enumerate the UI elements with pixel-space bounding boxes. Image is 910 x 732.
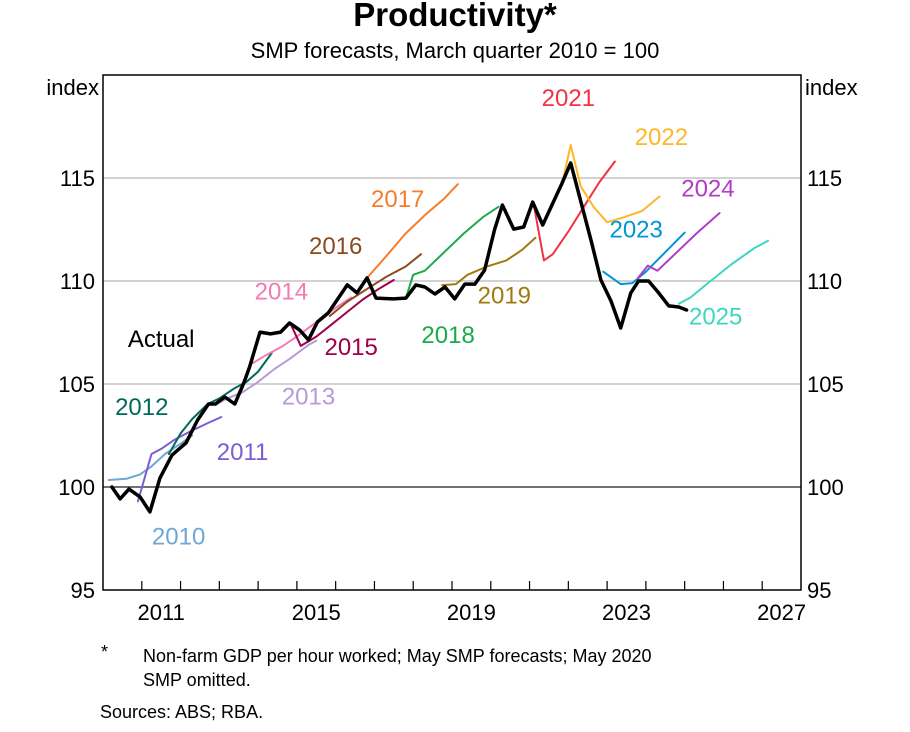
series-line-2017 xyxy=(366,183,459,279)
series-label-2010: 2010 xyxy=(152,524,205,551)
x-tick-label-2019: 2019 xyxy=(447,600,496,625)
series-labels: Actual 2010 2011 2012 2013 2014 2015 2016 2017 20… xyxy=(115,85,742,551)
series-line-2019 xyxy=(441,236,537,287)
y-axis-label-right: index xyxy=(805,75,858,100)
y-tick-label-left-100: 100 xyxy=(58,475,95,500)
series-line-2024 xyxy=(637,212,721,279)
y-tick-label-left-115: 115 xyxy=(60,166,95,191)
series-line-2013 xyxy=(214,339,318,406)
y-tick-label-right-110: 110 xyxy=(807,269,842,294)
series-label-2017: 2017 xyxy=(371,186,424,213)
gridlines xyxy=(103,177,801,488)
series-lines xyxy=(107,144,769,514)
series-line-actual xyxy=(110,161,689,514)
series-label-2019: 2019 xyxy=(478,283,531,310)
y-tick-label-right-115: 115 xyxy=(807,166,842,191)
series-line-2021 xyxy=(522,160,616,262)
series-line-2011 xyxy=(136,416,223,503)
series-label-2021: 2021 xyxy=(542,85,595,112)
axis-labels: 95 95 100 100 105 105 110 110 115 115 index index 20… xyxy=(46,75,857,625)
series-label-2011: 2011 xyxy=(217,439,269,466)
sources-note: Sources: ABS; RBA. xyxy=(100,702,264,722)
y-axis-label-left: index xyxy=(46,75,99,100)
x-axis-ticks xyxy=(141,581,763,590)
series-line-2012 xyxy=(167,352,273,455)
series-label-2024: 2024 xyxy=(681,176,734,203)
x-tick-label-2023: 2023 xyxy=(602,600,651,625)
footnote-line-2: SMP omitted. xyxy=(143,670,251,690)
series-label-2013: 2013 xyxy=(282,384,335,411)
footnote-line-1: Non-farm GDP per hour worked; May SMP fo… xyxy=(143,646,652,666)
series-label-2023: 2023 xyxy=(609,217,662,244)
series-label-2014: 2014 xyxy=(255,279,308,306)
y-tick-label-left-105: 105 xyxy=(58,372,95,397)
series-line-2010 xyxy=(107,434,194,481)
y-tick-label-right-105: 105 xyxy=(807,372,844,397)
chart-subtitle: SMP forecasts, March quarter 2010 = 100 xyxy=(250,38,660,63)
series-label-2025: 2025 xyxy=(689,303,742,330)
series-label-2022: 2022 xyxy=(635,124,688,151)
productivity-chart: 95 95 100 100 105 105 110 110 115 115 index index 20… xyxy=(46,74,858,625)
x-tick-label-2027: 2027 xyxy=(757,600,806,625)
series-label-2016: 2016 xyxy=(309,233,362,260)
series-line-2018 xyxy=(404,205,500,300)
series-label-2015: 2015 xyxy=(324,334,377,361)
series-line-2022 xyxy=(561,144,661,224)
x-tick-label-2015: 2015 xyxy=(292,600,341,625)
series-line-2016 xyxy=(328,253,422,317)
x-tick-label-2011: 2011 xyxy=(138,600,185,625)
chart-title: Productivity* xyxy=(353,0,557,33)
y-tick-label-right-100: 100 xyxy=(807,475,844,500)
y-tick-label-right-95: 95 xyxy=(807,578,831,603)
series-label-actual: Actual xyxy=(128,326,195,353)
series-line-2015 xyxy=(289,279,395,347)
series-label-2012: 2012 xyxy=(115,394,168,421)
series-label-2018: 2018 xyxy=(421,322,474,349)
footnote-asterisk: * xyxy=(101,642,109,662)
y-tick-label-left-95: 95 xyxy=(71,578,95,603)
y-tick-label-left-110: 110 xyxy=(60,269,95,294)
series-line-2025 xyxy=(677,239,769,305)
